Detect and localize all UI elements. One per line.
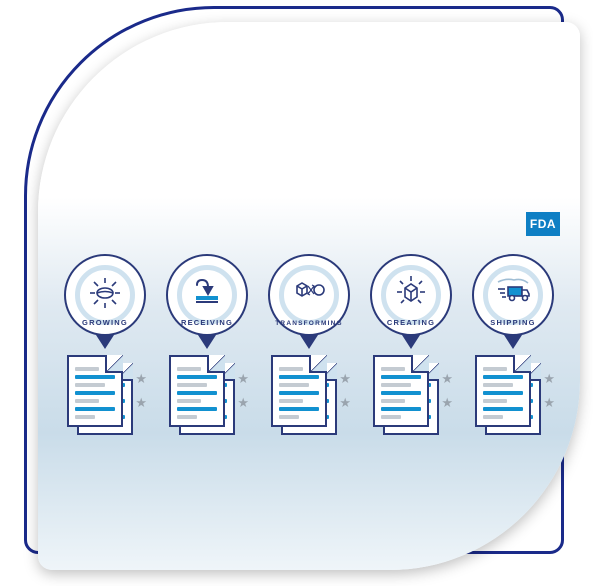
stage-shipping: SHIPPING ★ ★: [467, 254, 559, 437]
doc-front: [271, 355, 327, 427]
cube-sun-icon: [388, 272, 434, 318]
star-icon: ★: [135, 371, 147, 387]
docs-stack: ★ ★: [269, 353, 349, 437]
stage-circle: TRANSFORMING: [268, 254, 350, 336]
doc-front: [169, 355, 225, 427]
stage-transforming: TRANSFORMING ★ ★: [263, 254, 355, 437]
stage-circle: GROWING: [64, 254, 146, 336]
truck-fast-icon: [490, 272, 536, 318]
docs-stack: ★ ★: [65, 353, 145, 437]
download-tray-icon: [184, 272, 230, 318]
docs-stack: ★ ★: [167, 353, 247, 437]
stage-label: GROWING: [82, 318, 128, 327]
star-icon: ★: [441, 371, 453, 387]
star-icon: ★: [237, 371, 249, 387]
stage-circle: RECEIVING: [166, 254, 248, 336]
star-icon: ★: [441, 395, 453, 411]
docs-stack: ★ ★: [371, 353, 451, 437]
star-icon: ★: [543, 395, 555, 411]
star-icon: ★: [543, 371, 555, 387]
pointer-icon: [504, 335, 522, 349]
stage-creating: CREATING ★ ★: [365, 254, 457, 437]
fda-badge: FDA: [526, 212, 560, 236]
stages-row: GROWING ★ ★: [38, 254, 580, 437]
star-icon: ★: [237, 395, 249, 411]
doc-front: [67, 355, 123, 427]
pointer-icon: [96, 335, 114, 349]
stage-circle: SHIPPING: [472, 254, 554, 336]
stage-label: RECEIVING: [181, 318, 233, 327]
stage-circle: CREATING: [370, 254, 452, 336]
stage-label: SHIPPING: [490, 318, 535, 327]
front-panel: FDA: [38, 22, 580, 570]
cube-swap-icon: [286, 272, 332, 318]
fda-badge-label: FDA: [530, 217, 556, 231]
pointer-icon: [198, 335, 216, 349]
doc-front: [373, 355, 429, 427]
stage-growing: GROWING ★ ★: [59, 254, 151, 437]
stage-label: TRANSFORMING: [275, 320, 342, 327]
star-icon: ★: [339, 395, 351, 411]
stage-receiving: RECEIVING ★ ★: [161, 254, 253, 437]
pointer-icon: [402, 335, 420, 349]
star-icon: ★: [135, 395, 147, 411]
stage-label: CREATING: [387, 318, 435, 327]
star-icon: ★: [339, 371, 351, 387]
docs-stack: ★ ★: [473, 353, 553, 437]
leaf-sun-icon: [82, 272, 128, 318]
doc-front: [475, 355, 531, 427]
pointer-icon: [300, 335, 318, 349]
